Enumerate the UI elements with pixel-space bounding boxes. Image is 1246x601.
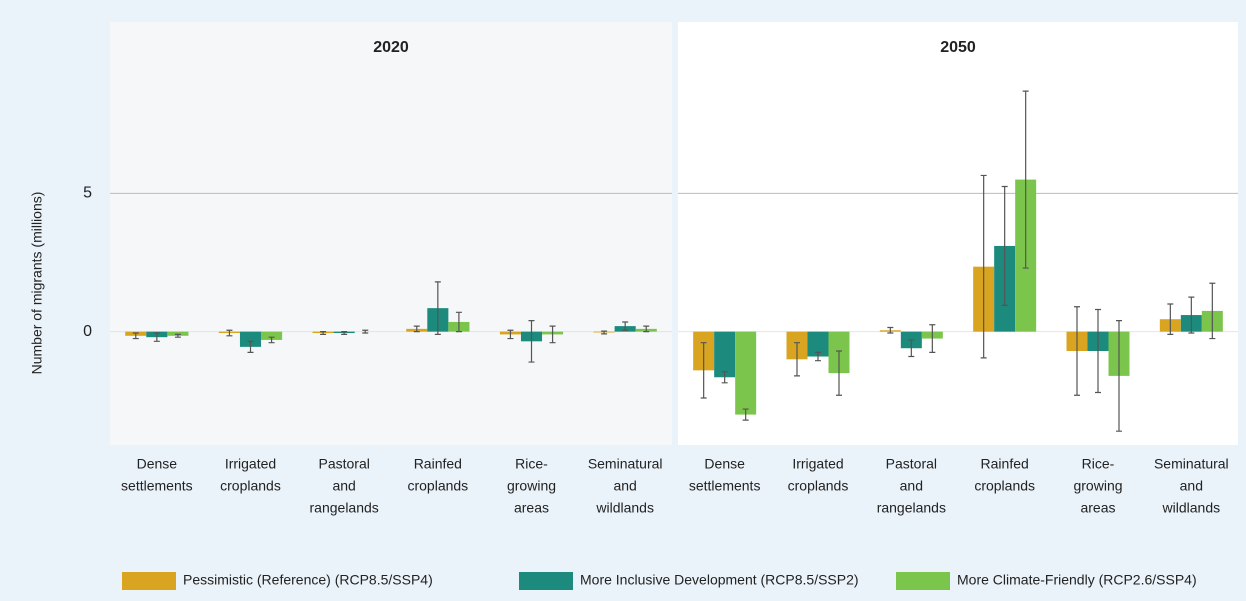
panel	[110, 22, 672, 445]
panel	[678, 22, 1238, 445]
x-tick-label: croplands	[220, 478, 281, 494]
error-bar	[980, 174, 987, 359]
x-tick-label: and	[1180, 478, 1203, 494]
bar	[807, 331, 829, 357]
x-tick-label: rangelands	[877, 500, 946, 516]
error-bar	[455, 311, 462, 333]
bar	[261, 331, 283, 340]
error-bar	[643, 325, 650, 333]
x-tick-label: and	[332, 478, 355, 494]
x-tick-label: croplands	[974, 478, 1035, 494]
x-tick-label: settlements	[689, 478, 761, 494]
error-bar	[836, 350, 842, 396]
error-bar	[132, 332, 139, 340]
error-bar	[1001, 185, 1008, 306]
x-tick-label: croplands	[788, 478, 849, 494]
x-tick-label: Rice-	[515, 456, 548, 472]
error-bar	[174, 333, 181, 338]
error-bar	[1074, 306, 1080, 396]
error-bar	[320, 331, 327, 336]
error-bar	[362, 329, 369, 334]
error-bar	[1022, 90, 1029, 269]
error-bar	[721, 371, 728, 384]
x-tick-label: Seminatural	[588, 456, 663, 472]
x-tick-label: areas	[514, 500, 549, 516]
y-axis-label: Number of migrants (millions)	[29, 192, 45, 375]
legend-label: Pessimistic (Reference) (RCP8.5/SSP4)	[183, 572, 433, 588]
x-tick-label: and	[900, 478, 923, 494]
error-bar	[700, 342, 707, 399]
bar	[714, 331, 736, 378]
legend-swatch	[122, 572, 176, 590]
panel-title: 2020	[373, 39, 409, 56]
x-tick-label: settlements	[121, 478, 193, 494]
error-bar	[929, 324, 936, 353]
error-bar	[247, 340, 254, 353]
error-bar	[413, 325, 420, 333]
x-tick-label: Dense	[137, 456, 178, 472]
error-bar	[794, 342, 800, 377]
x-tick-label: Pastoral	[318, 456, 369, 472]
legend-swatch	[519, 572, 573, 590]
x-tick-label: Seminatural	[1154, 456, 1229, 472]
error-bar	[1095, 308, 1101, 394]
x-tick-label: Irrigated	[792, 456, 843, 472]
error-bar	[887, 326, 894, 334]
x-tick-label: and	[613, 478, 636, 494]
x-tick-label: wildlands	[595, 500, 654, 516]
error-bar	[742, 408, 749, 421]
bar	[735, 331, 757, 415]
error-bar	[601, 330, 608, 335]
bar	[239, 331, 262, 347]
x-tick-label: rangelands	[310, 500, 379, 516]
bar	[167, 331, 189, 336]
legend-label: More Climate-Friendly (RCP2.6/SSP4)	[957, 572, 1197, 588]
panel-title: 2050	[940, 39, 976, 56]
x-tick-label: Pastoral	[886, 456, 937, 472]
x-tick-label: wildlands	[1162, 500, 1221, 516]
error-bar	[1209, 282, 1216, 340]
x-tick-label: growing	[507, 478, 556, 494]
error-bar	[622, 321, 629, 331]
x-tick-label: Dense	[704, 456, 745, 472]
x-tick-label: Rainfed	[981, 456, 1029, 472]
error-bar	[528, 319, 535, 363]
x-tick-label: areas	[1080, 500, 1115, 516]
x-tick-label: growing	[1073, 478, 1122, 494]
x-tick-label: Rice-	[1082, 456, 1115, 472]
y-tick-label: 0	[83, 323, 92, 340]
y-tick-label: 5	[83, 185, 92, 202]
error-bar	[226, 329, 233, 337]
error-bar	[153, 332, 160, 342]
error-bar	[1188, 296, 1195, 334]
error-bar	[1116, 319, 1122, 432]
legend-swatch	[896, 572, 950, 590]
error-bar	[507, 329, 514, 340]
legend-label: More Inclusive Development (RCP8.5/SSP2)	[580, 572, 859, 588]
x-tick-label: Irrigated	[225, 456, 276, 472]
error-bar	[341, 331, 348, 336]
error-bar	[815, 351, 821, 362]
x-tick-label: croplands	[407, 478, 468, 494]
error-bar	[908, 339, 915, 358]
error-bar	[434, 281, 441, 336]
error-bar	[549, 325, 556, 344]
error-bar	[268, 336, 275, 344]
x-tick-label: Rainfed	[414, 456, 462, 472]
error-bar	[1167, 303, 1174, 336]
